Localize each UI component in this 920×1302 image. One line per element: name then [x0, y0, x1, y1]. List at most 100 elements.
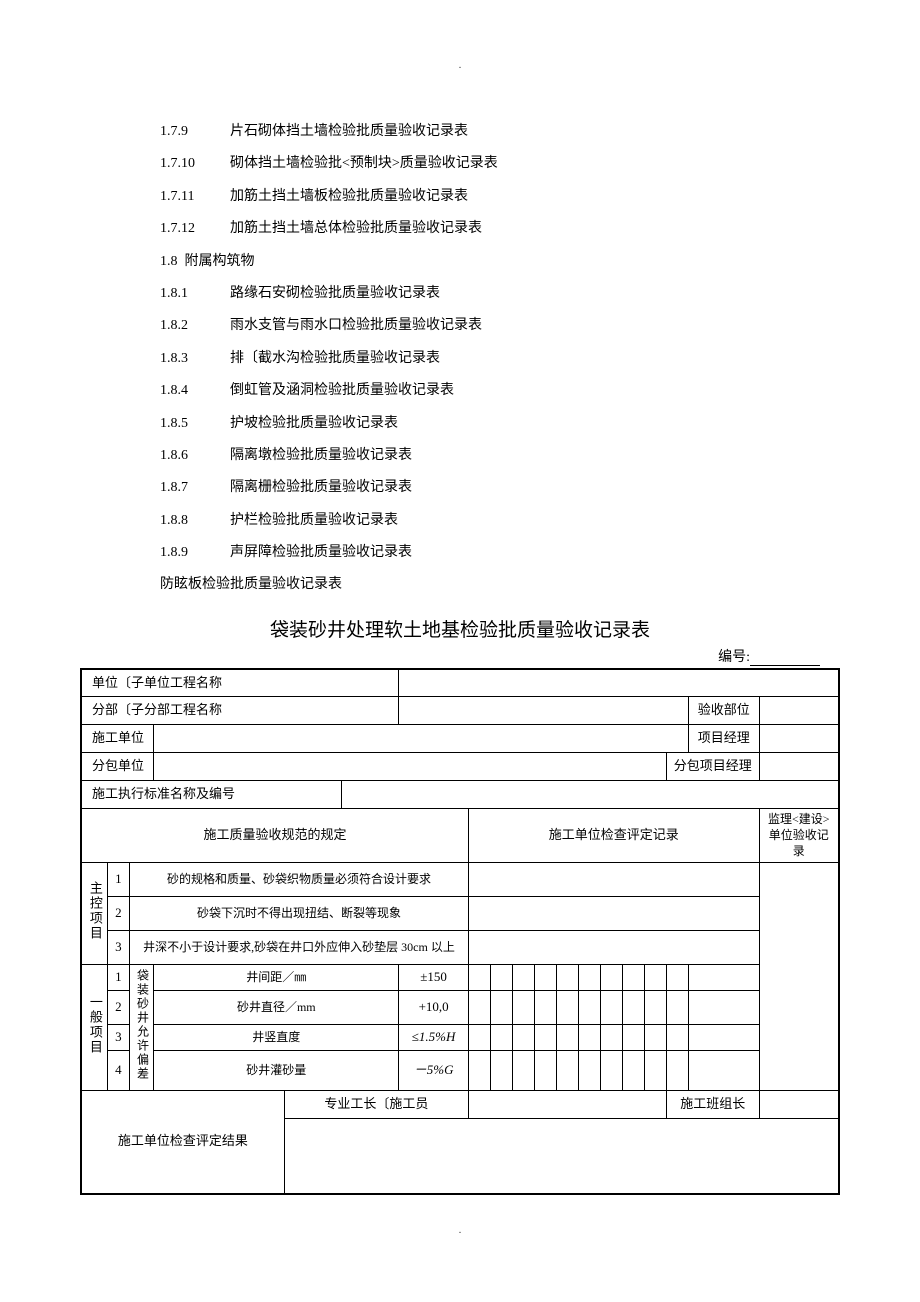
data-cell — [667, 965, 689, 991]
data-cell — [469, 1051, 491, 1091]
item-text: 砂的规格和质量、砂袋织物质量必须符合设计要求 — [129, 863, 468, 897]
toc-item: 1.8.9声屏障检验批质量验收记录表 — [80, 542, 840, 564]
item-value — [469, 863, 759, 897]
data-cell — [513, 965, 535, 991]
general-label: 一般项目 — [81, 965, 107, 1091]
toc-item: 1.8.3排〔截水沟检验批质量验收记录表 — [80, 348, 840, 370]
toc-text: 倒虹管及涵洞检验批质量验收记录表 — [230, 380, 840, 402]
toc-section: 1.8 附属构筑物 — [80, 251, 840, 273]
result-value — [284, 1119, 839, 1194]
construction-unit-label: 施工单位 — [81, 725, 154, 753]
data-cell — [491, 1051, 513, 1091]
foreman-label: 专业工长〔施工员 — [284, 1091, 468, 1119]
toc-item: 1.7.9片石砌体挡土墙检验批质量验收记录表 — [80, 121, 840, 143]
toc-text: 护栏检验批质量验收记录表 — [230, 510, 840, 532]
toc-item: 1.8.1路缘石安砌检验批质量验收记录表 — [80, 283, 840, 305]
toc-item: 1.7.11加筋土挡土墙板检验批质量验收记录表 — [80, 186, 840, 208]
subcontract-unit-value — [154, 753, 667, 781]
toc-trailing: 防眩板检验批质量验收记录表 — [80, 574, 840, 596]
item-num: 2 — [107, 897, 129, 931]
toc-item: 1.8.2雨水支管与雨水口检验批质量验收记录表 — [80, 315, 840, 337]
item-num: 1 — [107, 965, 129, 991]
toc-item: 1.8.8护栏检验批质量验收记录表 — [80, 510, 840, 532]
data-cell — [579, 965, 601, 991]
item-num: 1 — [107, 863, 129, 897]
data-cell — [601, 991, 623, 1025]
item-name: 砂井直径／mm — [154, 991, 399, 1025]
unit-name-value — [399, 669, 839, 697]
data-cell — [689, 965, 759, 991]
construction-unit-value — [154, 725, 689, 753]
data-cell — [623, 965, 645, 991]
supervision-value — [759, 863, 839, 1091]
item-num: 3 — [107, 1025, 129, 1051]
item-spec: ±150 — [399, 965, 469, 991]
data-cell — [491, 991, 513, 1025]
data-cell — [645, 1025, 667, 1051]
form-number: 编号: — [80, 646, 840, 666]
data-cell — [557, 1025, 579, 1051]
data-cell — [535, 991, 557, 1025]
toc-num: 1.8.6 — [160, 445, 230, 467]
page-marker-top: . — [80, 60, 840, 71]
toc-text: 片石砌体挡土墙检验批质量验收记录表 — [230, 121, 840, 143]
item-num: 3 — [107, 931, 129, 965]
data-cell — [579, 991, 601, 1025]
toc-text: 隔离墩检验批质量验收记录表 — [230, 445, 840, 467]
data-cell — [513, 1051, 535, 1091]
item-value — [469, 897, 759, 931]
toc-num: 1.8.9 — [160, 542, 230, 564]
data-cell — [623, 1051, 645, 1091]
subcontract-unit-label: 分包单位 — [81, 753, 154, 781]
toc-text: 隔离栅检验批质量验收记录表 — [230, 477, 840, 499]
item-name: 砂井灌砂量 — [154, 1051, 399, 1091]
spec-label: 施工质量验收规范的规定 — [81, 809, 469, 863]
data-cell — [645, 1051, 667, 1091]
main-control-label: 主控项目 — [81, 863, 107, 965]
toc-num: 1.8.4 — [160, 380, 230, 402]
toc-text: 路缘石安砌检验批质量验收记录表 — [230, 283, 840, 305]
data-cell — [491, 965, 513, 991]
item-num: 4 — [107, 1051, 129, 1091]
subcontract-manager-label: 分包项目经理 — [667, 753, 759, 781]
item-text: 井深不小于设计要求,砂袋在井口外应伸入砂垫层 30cm 以上 — [129, 931, 468, 965]
item-spec: +10,0 — [399, 991, 469, 1025]
toc-text: 排〔截水沟检验批质量验收记录表 — [230, 348, 840, 370]
data-cell — [557, 1051, 579, 1091]
data-cell — [491, 1025, 513, 1051]
toc-num: 1.7.9 — [160, 121, 230, 143]
team-leader-value — [759, 1091, 839, 1119]
data-cell — [557, 965, 579, 991]
item-spec: ≤1.5%H — [399, 1025, 469, 1051]
toc-text: 声屏障检验批质量验收记录表 — [230, 542, 840, 564]
toc-num: 1.8.2 — [160, 315, 230, 337]
data-cell — [667, 1051, 689, 1091]
standard-label: 施工执行标准名称及编号 — [81, 781, 341, 809]
project-manager-label: 项目经理 — [689, 725, 759, 753]
toc-item: 1.7.10砌体挡土墙检验批<预制块>质量验收记录表 — [80, 153, 840, 175]
data-cell — [513, 991, 535, 1025]
table-title: 袋装砂井处理软土地基检验批质量验收记录表 — [80, 615, 840, 642]
supervision-label: 监理<建设>单位验收记录 — [759, 809, 839, 863]
team-leader-label: 施工班组长 — [667, 1091, 759, 1119]
toc-text: 砌体挡土墙检验批<预制块>质量验收记录表 — [230, 153, 840, 175]
division-name-label: 分部〔子分部工程名称 — [81, 697, 399, 725]
page-marker-bottom: . — [80, 1225, 840, 1236]
project-manager-value — [759, 725, 839, 753]
result-label: 施工单位检查评定结果 — [81, 1091, 284, 1194]
data-cell — [645, 991, 667, 1025]
data-cell — [469, 991, 491, 1025]
toc-item: 1.8.6隔离墩检验批质量验收记录表 — [80, 445, 840, 467]
data-cell — [601, 1051, 623, 1091]
item-spec: －5%G — [399, 1051, 469, 1091]
item-text: 砂袋下沉时不得出现扭结、断裂等现象 — [129, 897, 468, 931]
item-name: 井竖直度 — [154, 1025, 399, 1051]
data-cell — [689, 1051, 759, 1091]
unit-name-label: 单位〔子单位工程名称 — [81, 669, 399, 697]
data-cell — [601, 965, 623, 991]
item-value — [469, 931, 759, 965]
toc-text: 护坡检验批质量验收记录表 — [230, 413, 840, 435]
toc-num: 1.8.7 — [160, 477, 230, 499]
data-cell — [645, 965, 667, 991]
subcontract-manager-value — [759, 753, 839, 781]
